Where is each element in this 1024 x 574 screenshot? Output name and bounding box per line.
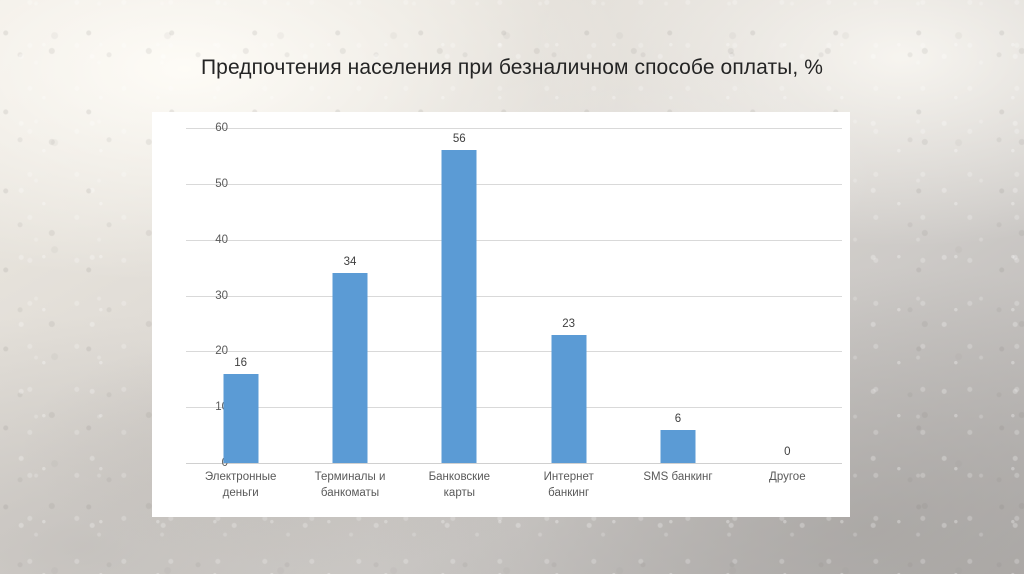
x-axis-category-label: Другое [733,469,842,485]
chart-bars: 16 34 56 23 6 0 [186,112,842,517]
x-axis-label-line: Интернет [543,471,594,483]
bar[interactable] [441,150,477,463]
bar-value-label: 16 [234,356,248,369]
x-axis-label-line: карты [443,487,475,499]
bar-value-label: 56 [452,133,466,146]
bar[interactable] [332,273,368,463]
x-axis-label-line: Электронные [204,471,277,483]
chart-x-axis: Электронные деньги Терминалы и банкоматы Бан… [186,469,842,517]
bar[interactable] [223,373,259,463]
x-axis-label-line: SMS банкинг [643,471,713,483]
x-axis-category-label: Интернет банкинг [514,469,623,501]
gridline [186,128,842,129]
bar-group: 6 [623,166,732,463]
bar[interactable] [660,429,696,463]
x-axis-label-line: банкоматы [320,487,380,499]
page-title: Предпочтения населения при безналичном с… [200,56,824,79]
x-axis-category-label: Банковские карты [405,469,514,501]
x-axis-label-line: Терминалы и [314,471,386,483]
y-axis-tick-label: 20 [215,345,228,358]
y-axis-tick-label: 60 [215,122,228,134]
bar-group: 16 [186,166,295,463]
x-axis-label-line: деньги [222,487,259,499]
chart-panel: 60 50 40 30 20 10 0 16 34 56 23 6 0 Электронные день… [152,112,850,517]
bar-value-label: 6 [674,412,682,425]
bar-value-label: 0 [784,446,791,458]
x-axis-category-label: Терминалы и банкоматы [295,469,404,501]
chart-plot-area: 60 50 40 30 20 10 0 16 34 56 23 6 0 Электронные день… [152,112,850,517]
x-axis-label-line: банкинг [548,487,590,499]
x-axis-label-line: Другое [769,471,806,483]
x-axis-label-line: Банковские [428,471,491,483]
gridline [186,351,842,353]
bar-value-label: 34 [343,256,357,269]
gridline [186,295,842,297]
gridline [186,407,842,409]
bar-group: 34 [295,166,404,463]
gridline [186,239,842,241]
gridline [186,463,842,464]
x-axis-category-label: Электронные деньги [186,469,295,501]
bar-group: 23 [514,166,623,463]
bar-group: 56 [405,133,514,463]
y-axis-tick-label: 50 [215,177,228,190]
bar-group: 0 [733,166,842,463]
y-axis-tick-label: 40 [215,233,228,246]
y-axis-tick-label: 30 [215,289,228,302]
x-axis-category-label: SMS банкинг [623,469,732,485]
gridline [186,183,842,185]
bar[interactable] [551,334,587,463]
bar-value-label: 23 [562,317,576,330]
y-axis-tick-label: 0 [221,457,228,469]
